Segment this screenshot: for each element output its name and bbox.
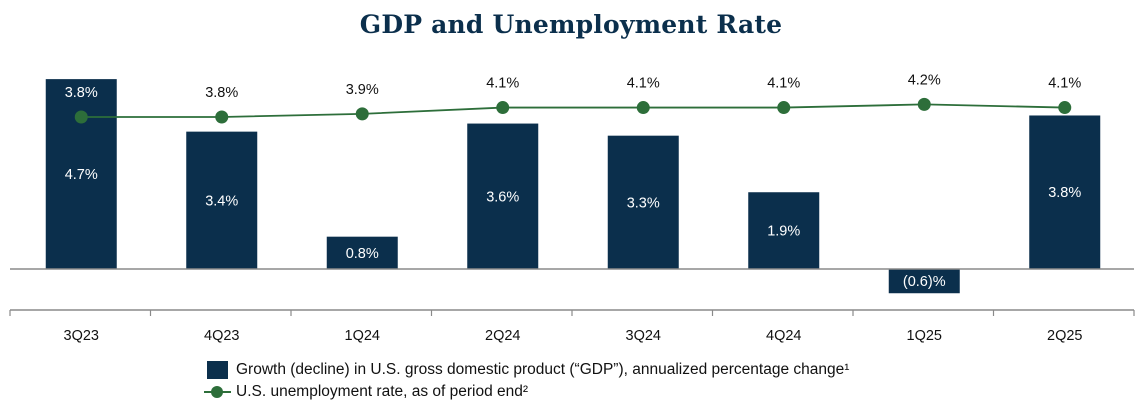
unemployment-point [496, 101, 510, 115]
legend-item-gdp: Growth (decline) in U.S. gross domestic … [204, 359, 849, 381]
x-tick-label: 1Q24 [345, 328, 380, 344]
chart-title: GDP and Unemployment Rate [359, 10, 783, 39]
legend: Growth (decline) in U.S. gross domestic … [204, 359, 849, 403]
unemployment-data-label: 3.9% [346, 82, 379, 98]
x-tick-label: 4Q23 [204, 328, 239, 344]
unemployment-data-label: 3.8% [205, 85, 238, 101]
unemployment-data-label: 4.1% [767, 76, 800, 92]
unemployment-data-label: 4.1% [486, 76, 519, 92]
gdp-data-label: (0.6)% [903, 274, 946, 290]
unemployment-point [636, 101, 650, 115]
unemployment-point [777, 101, 791, 115]
x-tick-label: 3Q24 [626, 328, 661, 344]
gdp-data-label: 3.8% [1048, 185, 1081, 201]
unemployment-data-label: 3.8% [65, 85, 98, 101]
unemployment-point [1058, 101, 1072, 115]
unemployment-point [215, 110, 229, 124]
gdp-bar [467, 123, 539, 269]
gdp-data-label: 3.6% [486, 189, 519, 205]
legend-line-swatch [204, 383, 231, 401]
x-tick-label: 1Q25 [907, 328, 942, 344]
x-tick-label: 2Q24 [485, 328, 520, 344]
unemployment-data-label: 4.1% [627, 76, 660, 92]
legend-bar-swatch [207, 361, 228, 379]
gdp-data-label: 3.4% [205, 193, 238, 209]
legend-label-gdp: Growth (decline) in U.S. gross domestic … [236, 361, 850, 378]
chart-plot: 3Q23 4Q23 1Q24 2Q24 3Q24 4Q24 1Q25 2Q25 4.7% 3.4%… [9, 72, 1135, 344]
gdp-data-label: 3.3% [627, 195, 660, 211]
unemployment-data-label: 4.2% [908, 72, 941, 88]
gdp-bar [888, 269, 960, 294]
gdp-bar [607, 135, 679, 269]
unemployment-point [917, 97, 931, 111]
legend-label-unemployment: U.S. unemployment rate, as of period end… [236, 383, 529, 400]
unemployment-data-label: 4.1% [1048, 76, 1081, 92]
legend-item-unemployment: U.S. unemployment rate, as of period end… [204, 381, 849, 403]
gdp-data-label: 0.8% [346, 246, 379, 262]
unemployment-point [355, 107, 369, 121]
gdp-data-label: 4.7% [65, 167, 98, 183]
unemployment-point [74, 110, 88, 124]
x-tick-label: 4Q24 [766, 328, 801, 344]
x-tick-label: 3Q23 [64, 328, 99, 344]
gdp-bar [748, 192, 820, 269]
unemployment-line [81, 103, 1065, 118]
gdp-bar [326, 236, 398, 269]
gdp-bar [1029, 115, 1101, 269]
gdp-bar [186, 131, 258, 269]
x-tick-label: 2Q25 [1047, 328, 1082, 344]
gdp-data-label: 1.9% [767, 224, 800, 240]
